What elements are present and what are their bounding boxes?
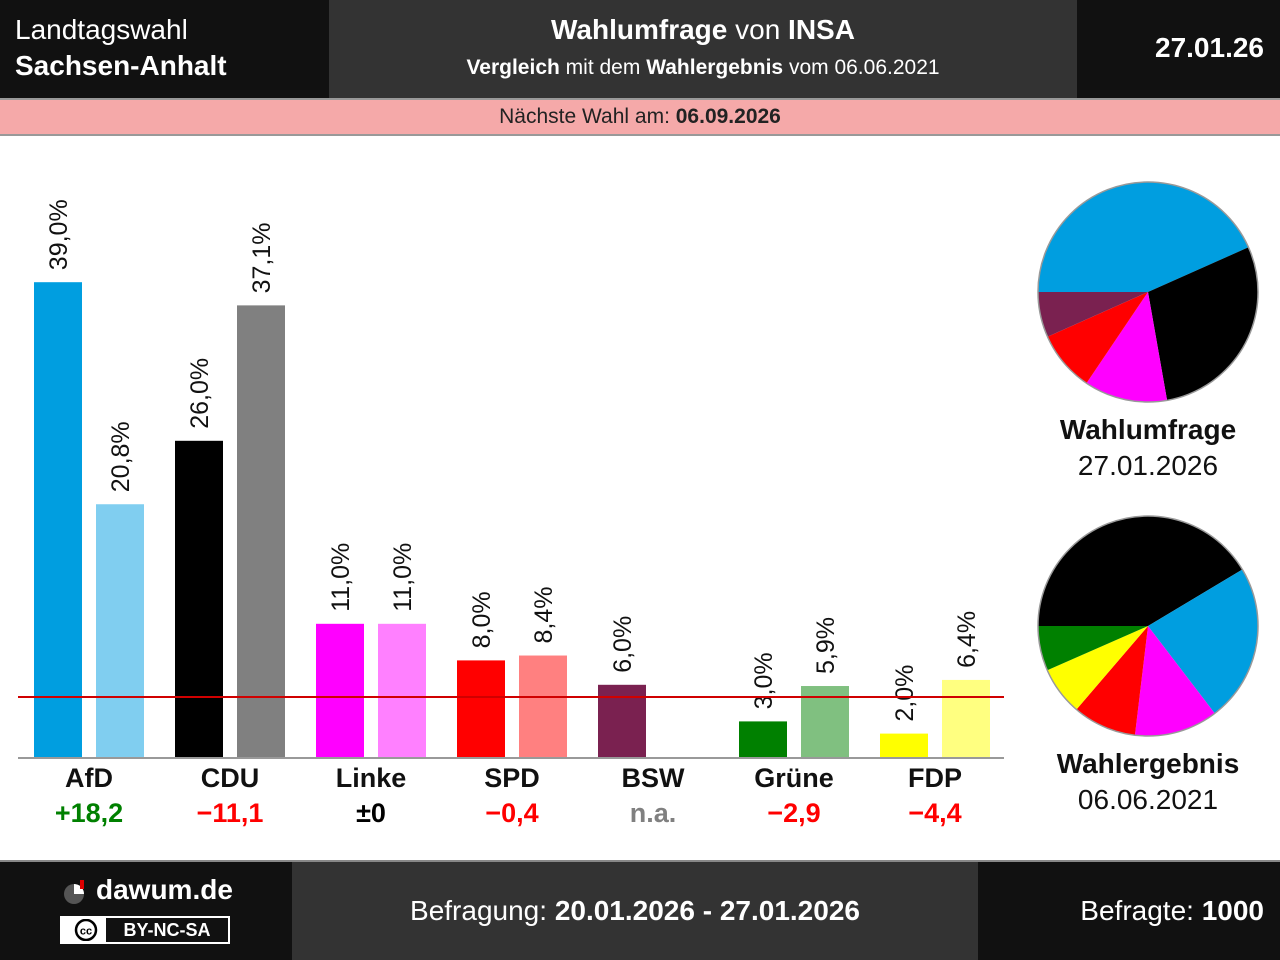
- pie2-slice-fdp: [1047, 626, 1148, 710]
- pie1-slice-cdu: [1148, 247, 1259, 401]
- license-badge: cc BY-NC-SA: [60, 916, 230, 944]
- next-election-bar: Nächste Wahl am: 06.09.2026: [0, 98, 1280, 136]
- bar-spd-result: [519, 655, 567, 758]
- respondents: Befragte: 1000: [1080, 862, 1264, 960]
- chart-area: 39,0% 20,8% AfD +18,2 26,0% 37,1% CDU −11,1 11,0…: [18, 181, 1259, 828]
- pie1-slice-bsw: [1038, 292, 1148, 337]
- diff-label-afd: +18,2: [55, 798, 123, 828]
- title-institute: INSA: [788, 14, 855, 45]
- pie2-date: 06.06.2021: [1077, 784, 1219, 815]
- sub-date: vom 06.06.2021: [783, 56, 940, 79]
- survey-period: Befragung: 20.01.2026 - 27.01.2026: [292, 862, 978, 960]
- pie1-slice-linke: [1086, 292, 1168, 403]
- election-name: Landtagswahl Sachsen-Anhalt: [0, 0, 328, 98]
- next-election-label: Nächste Wahl am:: [499, 105, 676, 128]
- poll-date: 27.01.26: [1155, 32, 1264, 63]
- value-label-fdp-poll: 2,0%: [891, 665, 919, 722]
- diff-label-spd: −0,4: [485, 798, 538, 828]
- bar-cdu-result: [237, 305, 285, 758]
- value-label-grüne-result: 5,9%: [812, 617, 840, 674]
- value-label-cdu-result: 37,1%: [248, 222, 276, 293]
- diff-label-fdp: −4,4: [908, 798, 961, 828]
- value-label-bsw-poll: 6,0%: [609, 616, 637, 673]
- sub-vergleich: Vergleich: [466, 56, 560, 79]
- pie1-slice-afd: [1038, 181, 1249, 292]
- bar-fdp-poll: [880, 733, 928, 758]
- survey-period-label: Befragung:: [410, 895, 555, 926]
- value-label-afd-result: 20,8%: [107, 421, 135, 492]
- bar-spd-poll: [457, 660, 505, 758]
- diff-label-bsw: n.a.: [630, 798, 677, 828]
- election-type: Landtagswahl: [15, 14, 188, 45]
- value-label-grüne-poll: 3,0%: [750, 652, 778, 709]
- diff-label-cdu: −11,1: [197, 798, 264, 828]
- dawum-logo-icon: [64, 880, 84, 904]
- pie2-slice-spd: [1076, 626, 1148, 736]
- survey-period-value: 20.01.2026 - 27.01.2026: [554, 895, 860, 926]
- respondents-value: 1000: [1201, 895, 1264, 926]
- header: Landtagswahl Sachsen-Anhalt Wahlumfrage …: [0, 0, 1280, 98]
- bar-linke-result: [378, 623, 426, 758]
- bar-linke-poll: [316, 623, 364, 758]
- value-label-linke-result: 11,0%: [389, 543, 417, 612]
- party-label-cdu: CDU: [201, 763, 260, 793]
- poll-date-box: 27.01.26: [1078, 0, 1280, 98]
- bar-cdu-poll: [175, 440, 223, 758]
- poll-title-line: Wahlumfrage von INSA: [329, 14, 1077, 46]
- footer: dawum.de cc BY-NC-SA Befragung: 20.01.20…: [0, 860, 1280, 960]
- party-label-bsw: BSW: [622, 763, 686, 793]
- party-label-grüne: Grüne: [754, 763, 834, 793]
- value-label-fdp-result: 6,4%: [953, 611, 981, 668]
- value-label-spd-poll: 8,0%: [468, 591, 496, 648]
- value-label-spd-result: 8,4%: [530, 587, 558, 644]
- party-label-spd: SPD: [484, 763, 540, 793]
- diff-label-grüne: −2,9: [767, 798, 820, 828]
- party-label-fdp: FDP: [908, 763, 962, 793]
- pie1-date: 27.01.2026: [1077, 450, 1219, 481]
- footer-brand-box: dawum.de cc BY-NC-SA: [0, 862, 291, 960]
- poll-subtitle: Vergleich mit dem Wahlergebnis vom 06.06…: [329, 56, 1077, 80]
- bar-grüne-result: [801, 686, 849, 758]
- bar-fdp-result: [942, 679, 990, 758]
- bar-grüne-poll: [739, 721, 787, 758]
- license-text: BY-NC-SA: [106, 918, 228, 942]
- value-label-cdu-poll: 26,0%: [186, 358, 214, 429]
- pie2-slice-linke: [1134, 626, 1215, 736]
- pie1-outline: [1037, 181, 1259, 403]
- sub-mit: mit dem: [559, 56, 647, 79]
- pie2-outline: [1037, 515, 1259, 737]
- value-label-linke-poll: 11,0%: [327, 543, 355, 612]
- bar-afd-result: [96, 504, 144, 758]
- pie2-slice-cdu: [1038, 516, 1243, 626]
- value-label-afd-poll: 39,0%: [45, 199, 73, 270]
- brand-name[interactable]: dawum.de: [96, 874, 233, 905]
- pie2-label: Wahlergebnis: [1056, 748, 1240, 779]
- svg-text:cc: cc: [80, 926, 92, 938]
- sub-wahlergebnis: Wahlergebnis: [646, 56, 784, 79]
- bar-afd-poll: [34, 282, 82, 758]
- poll-title: Wahlumfrage von INSA Vergleich mit dem W…: [329, 0, 1077, 98]
- pie1-slice-spd: [1047, 292, 1148, 384]
- pie2-slice-afd: [1148, 569, 1258, 714]
- respondents-label: Befragte:: [1080, 895, 1202, 926]
- pie2-slice-grüne: [1038, 626, 1148, 671]
- next-election-date: 06.09.2026: [675, 105, 781, 128]
- bar-bsw-poll: [598, 684, 646, 758]
- party-label-afd: AfD: [65, 763, 113, 793]
- title-von: von: [727, 14, 789, 45]
- pie1-label: Wahlumfrage: [1059, 414, 1237, 445]
- party-label-linke: Linke: [336, 763, 407, 793]
- diff-label-linke: ±0: [356, 798, 386, 828]
- cc-icon: cc: [64, 919, 112, 941]
- title-poll: Wahlumfrage: [551, 14, 728, 45]
- election-state: Sachsen-Anhalt: [15, 50, 227, 81]
